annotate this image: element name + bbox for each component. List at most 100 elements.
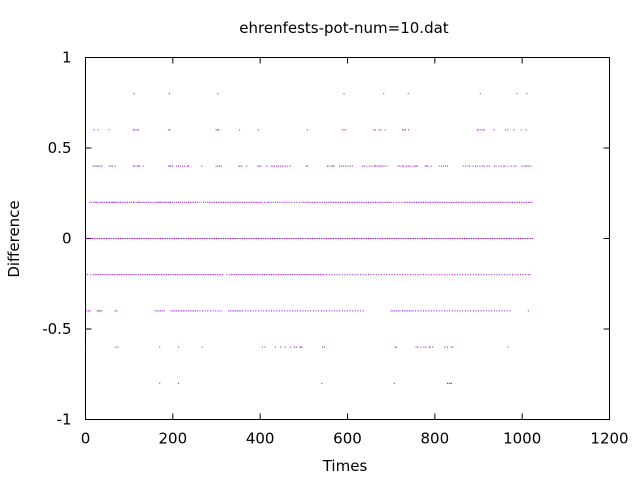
data-point — [291, 274, 293, 276]
data-point — [237, 274, 239, 276]
x-tick-label: 600 — [333, 430, 362, 448]
data-point — [386, 274, 388, 276]
data-point — [472, 238, 474, 239]
data-point — [186, 238, 188, 239]
data-point — [178, 274, 180, 276]
data-point — [362, 201, 364, 203]
data-point — [403, 165, 405, 167]
data-point — [475, 201, 477, 203]
data-point — [257, 201, 259, 203]
data-point — [118, 238, 120, 239]
data-point — [246, 165, 248, 167]
data-point — [218, 129, 220, 131]
data-point — [489, 201, 491, 203]
data-point — [258, 274, 260, 276]
data-point — [222, 238, 224, 239]
data-point — [500, 238, 502, 239]
data-point — [392, 238, 394, 239]
data-point — [161, 310, 163, 312]
data-point — [146, 201, 148, 203]
data-point — [233, 310, 235, 312]
chart-title: ehrenfests-pot-num=10.dat — [239, 19, 448, 37]
data-point — [488, 238, 490, 239]
data-point — [428, 274, 430, 276]
data-point — [170, 238, 172, 239]
data-point — [507, 346, 509, 348]
data-point — [145, 274, 147, 276]
data-point — [185, 274, 187, 276]
data-point — [97, 165, 99, 167]
data-point — [101, 165, 103, 167]
data-point — [399, 238, 401, 239]
data-point — [319, 238, 321, 239]
data-point — [152, 274, 154, 276]
data-point — [112, 238, 114, 239]
data-point — [264, 238, 266, 239]
data-point — [179, 310, 181, 312]
data-point — [250, 310, 252, 312]
data-point — [281, 274, 283, 276]
data-point — [326, 238, 328, 239]
data-point — [333, 238, 335, 239]
data-point — [515, 165, 517, 167]
data-point — [171, 274, 173, 276]
data-point — [496, 310, 498, 312]
data-point — [134, 274, 136, 276]
data-point — [395, 346, 397, 348]
data-point — [244, 310, 246, 312]
data-point — [234, 274, 236, 276]
data-point — [104, 238, 106, 239]
data-point — [108, 274, 110, 276]
data-point — [371, 238, 373, 239]
data-point — [147, 274, 149, 276]
data-point — [172, 238, 174, 239]
data-point — [336, 201, 338, 203]
data-point — [360, 201, 362, 203]
data-point — [481, 238, 483, 239]
data-point — [286, 310, 288, 312]
data-point — [264, 274, 266, 276]
data-point — [425, 274, 427, 276]
data-point — [438, 274, 440, 276]
data-point — [134, 201, 136, 203]
data-point — [326, 274, 328, 276]
data-point — [428, 201, 430, 203]
data-point — [418, 238, 420, 239]
data-point — [523, 165, 525, 167]
data-point — [331, 310, 333, 312]
data-point — [105, 238, 107, 239]
data-point — [504, 165, 506, 167]
data-point — [357, 310, 359, 312]
data-point — [424, 201, 426, 203]
data-point — [126, 201, 128, 203]
data-point — [462, 274, 464, 276]
data-point — [281, 201, 283, 203]
data-point — [92, 274, 94, 276]
data-point — [498, 274, 500, 276]
data-point — [248, 274, 250, 276]
data-point — [201, 165, 203, 167]
data-point — [369, 238, 371, 239]
data-point — [364, 201, 366, 203]
data-point — [506, 201, 508, 203]
data-point — [429, 201, 431, 203]
data-point — [517, 201, 519, 203]
data-point — [357, 201, 359, 203]
data-point — [507, 165, 509, 167]
data-point — [291, 310, 293, 312]
data-point — [431, 201, 433, 203]
data-point — [402, 310, 404, 312]
data-point — [378, 238, 380, 239]
data-point — [226, 201, 228, 203]
data-point — [530, 165, 532, 167]
data-point — [117, 346, 119, 348]
data-point — [369, 201, 371, 203]
data-point — [162, 201, 164, 203]
data-point — [483, 165, 485, 167]
data-point — [276, 274, 278, 276]
data-point — [125, 201, 127, 203]
data-point — [91, 201, 93, 203]
data-point — [289, 346, 291, 348]
data-point — [509, 274, 511, 276]
data-point — [193, 201, 195, 203]
